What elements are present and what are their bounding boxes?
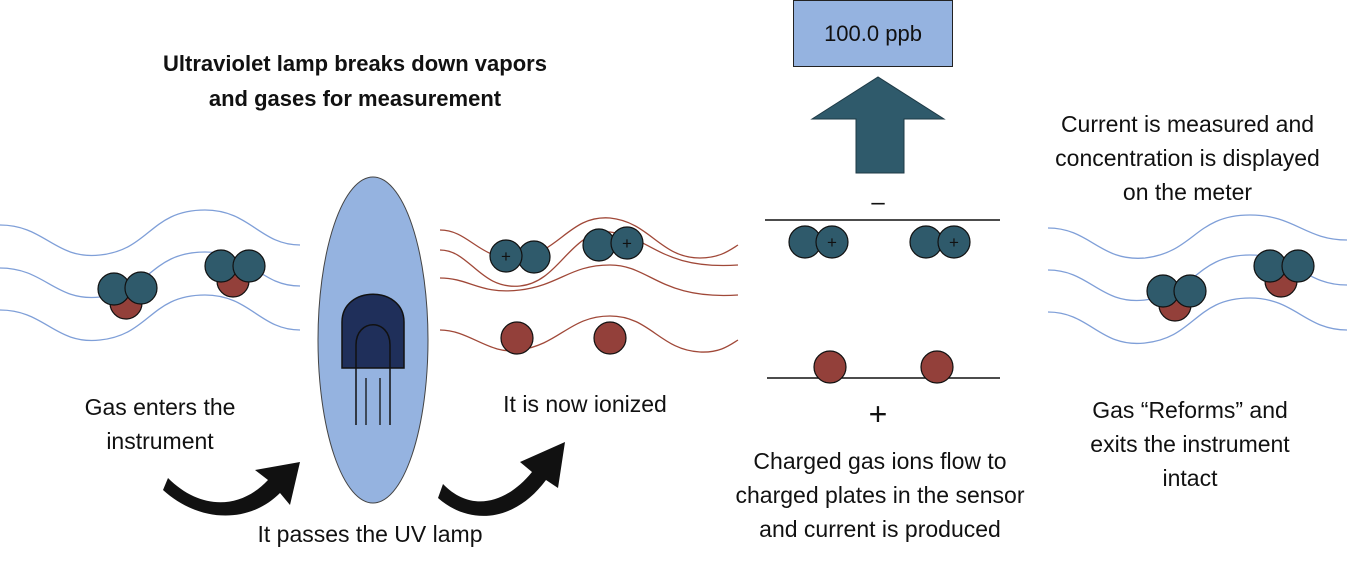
label-charged-flow: Charged gas ions flow to charged plates …	[735, 448, 1025, 542]
ion-line	[439, 231, 739, 287]
meter-reading: 100.0 ppb	[824, 20, 922, 46]
diagram-title: Ultraviolet lamp breaks down vapors and …	[163, 51, 547, 111]
ion-charge-label: +	[501, 247, 511, 266]
ion-charge-label: +	[827, 233, 837, 252]
label-reforms: Gas “Reforms” and exits the instrument i…	[1090, 397, 1290, 491]
label-ionized: It is now ionized	[503, 391, 667, 417]
up-arrow-icon	[810, 76, 946, 174]
positive-ion: +	[909, 225, 971, 259]
positive-sign: +	[869, 396, 888, 432]
ion-charge-label: +	[949, 233, 959, 252]
gas-line	[0, 209, 301, 257]
gas-line	[1047, 214, 1347, 259]
label-passes-lamp: It passes the UV lamp	[257, 521, 483, 547]
positive-ion: +	[489, 239, 551, 274]
free-particle	[500, 321, 627, 355]
sensor-plates: – +	[765, 189, 1000, 432]
ion-charge-label: +	[622, 234, 632, 253]
curved-arrow-icon	[163, 462, 300, 516]
meter-display: 100.0 ppb	[793, 0, 953, 67]
ion-line	[439, 217, 739, 259]
positive-ion: +	[788, 225, 849, 259]
molecule	[1146, 274, 1207, 322]
molecule	[1253, 249, 1315, 298]
ion-line	[439, 264, 739, 297]
label-current-measured: Current is measured and concentration is…	[1055, 111, 1320, 205]
uv-lamp	[317, 176, 429, 504]
label-gas-enters: Gas enters the instrument	[84, 394, 236, 454]
molecule	[97, 271, 158, 320]
ion-line	[439, 315, 739, 353]
gas-line	[1047, 297, 1347, 345]
free-particle	[813, 350, 954, 384]
positive-ion: +	[582, 226, 644, 262]
curved-arrow-icon	[438, 442, 565, 516]
gas-line	[0, 294, 301, 342]
ionized-gas-lines	[439, 217, 739, 353]
molecule	[204, 249, 266, 298]
negative-sign: –	[871, 189, 885, 216]
